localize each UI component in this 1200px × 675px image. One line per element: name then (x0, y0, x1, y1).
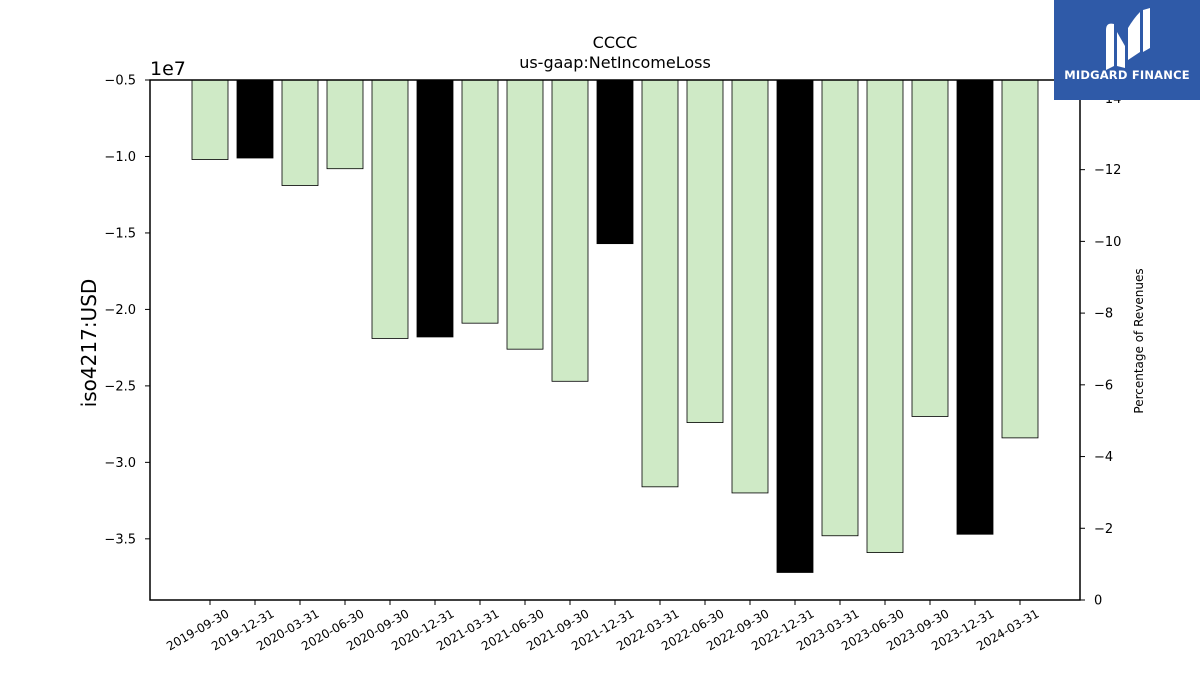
chart-title: CCCC (593, 33, 638, 52)
y2-tick-label: −10 (1094, 235, 1121, 250)
y-tick-label: −3.0 (104, 456, 136, 471)
y-tick-label: −1.5 (104, 226, 136, 241)
y2-tick-label: −8 (1094, 307, 1113, 322)
midgard-logo-icon (1106, 8, 1150, 71)
bar-2023-06-30 (866, 79, 904, 553)
bar-2020-12-31 (416, 79, 454, 338)
y2-tick-label: −6 (1094, 378, 1113, 393)
y2-tick-label: 0 (1094, 594, 1102, 609)
bar-2019-09-30 (191, 79, 229, 160)
bar-2021-09-30 (551, 79, 589, 382)
bar-2020-06-30 (326, 79, 364, 170)
bar-2023-03-31 (821, 79, 859, 537)
y2-axis-label: Percentage of Revenues (1132, 268, 1146, 413)
bar-2023-12-31 (956, 79, 994, 535)
plot-frame (149, 79, 1081, 601)
y2-tick-label: −12 (1094, 163, 1121, 178)
bar-2021-03-31 (461, 79, 499, 324)
bar-2022-06-30 (686, 79, 724, 423)
bar-2021-06-30 (506, 79, 544, 350)
y2-ticks-group: 0 −2 −4 −6 −8 −10 −12 (1080, 163, 1121, 609)
bar-2021-12-31 (596, 79, 634, 245)
y-tick-label: −0.5 (104, 74, 136, 89)
bar-2022-12-31 (776, 79, 814, 573)
bars-group (191, 79, 1039, 573)
logo-text: MIDGARD FINANCE (1064, 68, 1190, 82)
y-ticks-group: −0.5 −1.0 −1.5 −2.0 −2.5 −3.0 −3.5 (104, 74, 150, 547)
chart-subtitle: us-gaap:NetIncomeLoss (519, 53, 711, 72)
midgard-finance-logo: MIDGARD FINANCE (1054, 0, 1200, 100)
y2-tick-label: −2 (1094, 522, 1113, 537)
bar-2022-03-31 (641, 79, 679, 488)
bar-2020-03-31 (281, 79, 319, 186)
bar-2019-12-31 (236, 79, 274, 159)
y2-tick-label: −4 (1094, 450, 1113, 465)
bar-2024-03-31 (1001, 79, 1039, 439)
y-tick-label: −3.5 (104, 532, 136, 547)
y-offset-label: 1e7 (150, 58, 186, 80)
y-tick-label: −2.0 (104, 303, 136, 318)
y-tick-label: −2.5 (104, 379, 136, 394)
bar-2022-09-30 (731, 79, 769, 494)
bar-2020-09-30 (371, 79, 409, 339)
x-ticks-group: 2019-09-302019-12-312020-03-312020-06-30… (164, 600, 1042, 653)
bar-2023-09-30 (911, 79, 949, 417)
y-tick-label: −1.0 (104, 150, 136, 165)
y-axis-label: iso4217:USD (77, 279, 101, 408)
